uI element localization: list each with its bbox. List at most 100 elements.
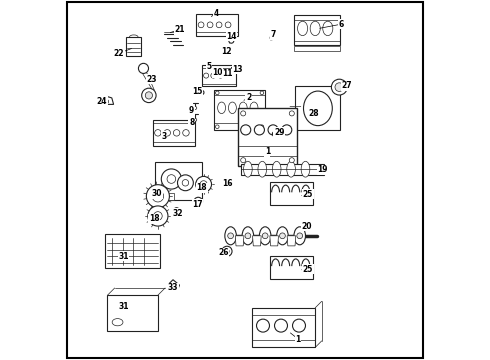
Circle shape (200, 181, 207, 188)
Text: 12: 12 (221, 48, 232, 57)
Circle shape (216, 22, 222, 28)
Polygon shape (142, 72, 154, 90)
Ellipse shape (258, 161, 267, 177)
Circle shape (227, 182, 232, 187)
Ellipse shape (218, 102, 225, 114)
Ellipse shape (225, 227, 236, 245)
Text: 15: 15 (192, 87, 203, 96)
Circle shape (204, 73, 209, 78)
Circle shape (152, 190, 164, 202)
Circle shape (228, 233, 233, 239)
Bar (252, 308, 315, 347)
Circle shape (216, 91, 219, 95)
Ellipse shape (242, 227, 254, 245)
Ellipse shape (250, 102, 258, 114)
Circle shape (182, 180, 189, 186)
Bar (126, 37, 141, 56)
Circle shape (297, 233, 303, 239)
Bar (104, 234, 160, 268)
Circle shape (331, 79, 347, 95)
Text: 19: 19 (317, 166, 328, 175)
Circle shape (254, 125, 265, 135)
Circle shape (270, 36, 274, 40)
Bar (270, 256, 314, 279)
Circle shape (104, 99, 109, 104)
Circle shape (153, 212, 162, 220)
Text: 33: 33 (168, 284, 178, 292)
Text: 29: 29 (274, 128, 285, 137)
Bar (196, 14, 238, 36)
Text: 25: 25 (303, 265, 313, 274)
Text: 10: 10 (212, 68, 223, 77)
Ellipse shape (272, 161, 281, 177)
Circle shape (155, 130, 161, 136)
Text: 1: 1 (265, 148, 270, 157)
Ellipse shape (294, 227, 305, 245)
Circle shape (161, 169, 181, 189)
Bar (153, 120, 195, 146)
Circle shape (245, 233, 251, 239)
Circle shape (167, 175, 176, 183)
Circle shape (142, 88, 156, 103)
Circle shape (280, 233, 285, 239)
Circle shape (145, 92, 152, 99)
Ellipse shape (277, 227, 288, 245)
Text: 17: 17 (192, 200, 203, 209)
Polygon shape (170, 280, 179, 292)
Circle shape (164, 130, 171, 136)
Circle shape (274, 319, 288, 332)
Ellipse shape (323, 21, 333, 36)
Ellipse shape (244, 161, 252, 177)
Bar (294, 15, 341, 45)
Circle shape (260, 91, 264, 95)
Text: 31: 31 (118, 302, 128, 311)
Ellipse shape (301, 161, 310, 177)
Bar (160, 193, 174, 200)
Bar (155, 162, 202, 200)
Ellipse shape (297, 21, 308, 36)
Polygon shape (235, 236, 244, 246)
Polygon shape (102, 96, 114, 104)
Polygon shape (287, 236, 296, 246)
Circle shape (282, 125, 292, 135)
Polygon shape (252, 236, 261, 246)
Circle shape (241, 125, 251, 135)
Circle shape (199, 90, 204, 95)
Circle shape (216, 125, 219, 129)
Circle shape (226, 51, 229, 55)
Circle shape (225, 75, 227, 77)
Bar (242, 164, 324, 175)
Circle shape (194, 197, 202, 206)
Bar (270, 182, 314, 205)
Circle shape (262, 233, 268, 239)
Bar (215, 90, 265, 130)
Circle shape (257, 319, 270, 332)
Text: 9: 9 (189, 107, 195, 116)
Circle shape (148, 206, 168, 226)
Text: 30: 30 (151, 189, 162, 198)
Circle shape (211, 73, 216, 78)
Circle shape (232, 71, 235, 73)
Circle shape (229, 38, 234, 43)
Text: 27: 27 (341, 81, 352, 90)
Ellipse shape (287, 161, 295, 177)
Circle shape (260, 125, 264, 129)
Circle shape (207, 22, 213, 28)
Circle shape (225, 73, 230, 78)
Circle shape (293, 319, 305, 332)
Bar (202, 65, 236, 86)
Text: 18: 18 (149, 215, 160, 223)
Text: 26: 26 (218, 248, 229, 257)
Ellipse shape (303, 91, 332, 126)
Text: 14: 14 (226, 32, 237, 41)
Text: 13: 13 (233, 65, 243, 74)
Circle shape (173, 130, 180, 136)
Text: 11: 11 (222, 69, 233, 78)
Circle shape (272, 132, 277, 136)
Text: 25: 25 (303, 190, 313, 199)
Text: 6: 6 (339, 20, 344, 29)
Circle shape (174, 208, 179, 213)
Ellipse shape (228, 102, 236, 114)
Text: 1: 1 (295, 335, 301, 343)
Circle shape (139, 63, 148, 73)
